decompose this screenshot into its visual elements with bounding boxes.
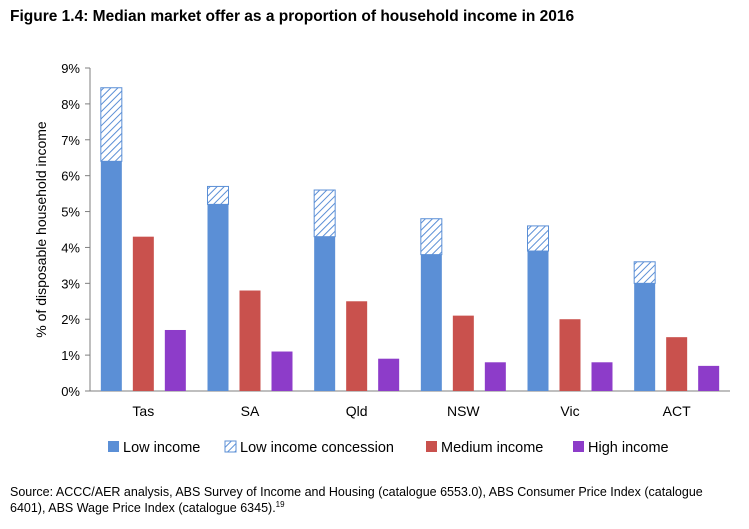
bar-low-income-concession — [420, 218, 443, 256]
legend-swatch — [573, 441, 584, 452]
y-tick-label: 9% — [61, 61, 80, 76]
y-tick-label: 8% — [61, 97, 80, 112]
y-tick-label: 3% — [61, 276, 80, 291]
bar-low-income-concession — [207, 185, 229, 205]
bar-high-income — [271, 351, 293, 391]
bar-chart: 0% 1% 2% 3% 4% 5% 6% 7% 8% 9% Tas SA Qld NSW Vic ACT %… — [33, 61, 730, 456]
x-category-label: SA — [241, 403, 260, 419]
x-category-label: ACT — [663, 403, 691, 419]
y-axis-ticks: 0% 1% 2% 3% 4% 5% 6% 7% 8% 9% — [61, 61, 90, 399]
bar-low-income — [634, 283, 656, 391]
bar-low-income — [207, 204, 229, 391]
y-tick-label: 2% — [61, 312, 80, 327]
bar-high-income — [164, 329, 186, 391]
y-tick-label: 7% — [61, 133, 80, 148]
bar-medium-income — [132, 236, 154, 391]
bar-high-income — [591, 362, 613, 391]
bar-high-income — [378, 358, 400, 391]
bar-low-income — [420, 254, 442, 391]
legend-swatch — [426, 441, 437, 452]
legend-label: Low income — [123, 440, 200, 456]
legend-swatch — [108, 441, 119, 452]
bar-low-income — [527, 251, 549, 391]
footnote-ref: 19 — [275, 499, 285, 509]
bar-medium-income — [452, 315, 474, 391]
source-text: Source: ACCC/AER analysis, ABS Survey of… — [10, 485, 703, 515]
y-tick-label: 0% — [61, 384, 80, 399]
y-tick-label: 6% — [61, 169, 80, 184]
y-tick-label: 5% — [61, 205, 80, 220]
y-axis-label: % of disposable household income — [33, 121, 49, 338]
legend-label: Medium income — [441, 440, 543, 456]
chart-title: Figure 1.4: Median market offer as a pro… — [10, 8, 575, 25]
x-category-label: NSW — [447, 403, 480, 419]
bar-high-income — [698, 365, 720, 391]
source-note: Source: ACCC/AER analysis, ABS Survey of… — [10, 484, 730, 516]
bar-high-income — [484, 362, 506, 391]
bar-low-income — [314, 236, 336, 391]
y-tick-label: 4% — [61, 240, 80, 255]
bar-series-group — [100, 87, 720, 391]
bar-low-income — [100, 161, 122, 391]
bar-medium-income — [559, 319, 581, 391]
legend-swatch — [224, 440, 237, 453]
x-category-label: Vic — [560, 403, 579, 419]
x-axis-categories: Tas SA Qld NSW Vic ACT — [132, 403, 691, 419]
bar-medium-income — [666, 337, 688, 391]
bar-low-income-concession — [527, 225, 549, 252]
y-tick-label: 1% — [61, 348, 80, 363]
x-category-label: Tas — [132, 403, 154, 419]
bar-low-income-concession — [100, 87, 123, 162]
bar-low-income-concession — [313, 189, 336, 238]
bar-medium-income — [346, 301, 368, 391]
x-category-label: Qld — [346, 403, 368, 419]
legend-label: Low income concession — [240, 440, 394, 456]
legend-label: High income — [588, 440, 669, 456]
bar-low-income-concession — [633, 261, 656, 284]
bar-medium-income — [239, 290, 261, 391]
chart-legend: Low income Low income concession Medium in… — [108, 440, 669, 456]
